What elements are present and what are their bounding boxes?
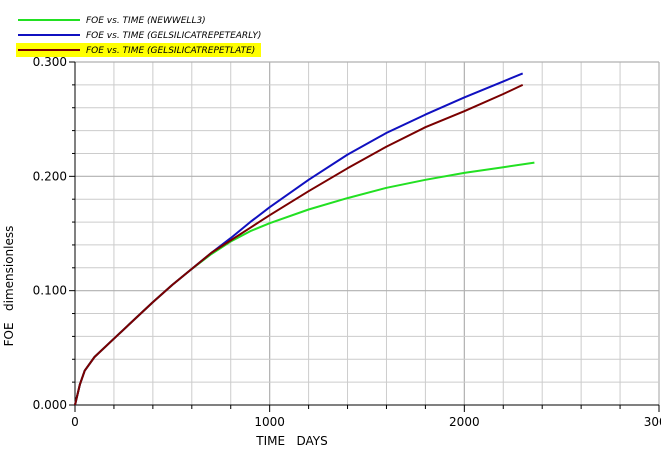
x-tick-label: 0	[71, 415, 79, 429]
legend-label: FOE vs. TIME (GELSILICATREPETEARLY)	[86, 31, 261, 41]
y-tick-label: 0.000	[33, 398, 67, 412]
legend-highlight	[16, 43, 261, 57]
grid	[75, 61, 660, 405]
y-tick-label: 0.300	[33, 55, 67, 69]
x-axis-title: TIME DAYS	[255, 434, 328, 448]
x-tick-label: 2000	[449, 415, 480, 429]
series-line-3	[74, 83, 524, 406]
series-lines	[74, 72, 535, 406]
legend-label: FOE vs. TIME (NEWWELL3)	[86, 16, 206, 26]
y-axis-title: FOE dimensionless	[2, 226, 16, 347]
series-line-2	[74, 72, 524, 406]
y-tick-label: 0.200	[33, 169, 67, 183]
y-tick-label: 0.100	[33, 284, 67, 298]
x-tick-label: 1000	[254, 415, 285, 429]
axes: 0 1000 2000 3000 0.000 0.100 0.200 0.300	[33, 55, 661, 429]
legend: FOE vs. TIME (NEWWELL3) FOE vs. TIME (GEL…	[16, 16, 261, 57]
legend-label: FOE vs. TIME (GELSILICATREPETLATE)	[86, 46, 255, 56]
x-tick-label: 3000	[644, 415, 661, 429]
